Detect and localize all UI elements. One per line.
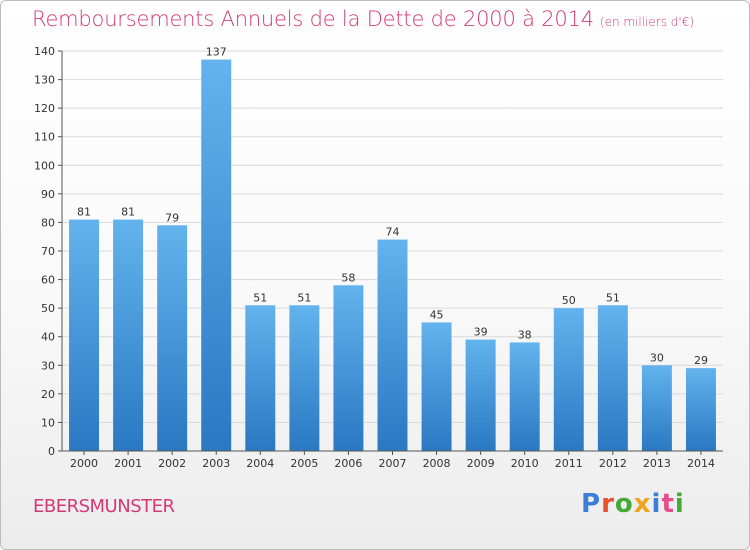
bar-2012 bbox=[597, 305, 628, 451]
x-tick-label-2008: 2008 bbox=[423, 457, 451, 470]
data-label-2000: 81 bbox=[77, 206, 91, 219]
data-label-2014: 29 bbox=[694, 354, 708, 367]
y-tick-label: 140 bbox=[34, 45, 55, 58]
y-tick-label: 100 bbox=[34, 159, 55, 172]
y-tick-label: 30 bbox=[41, 359, 55, 372]
logo-letter: x bbox=[633, 489, 652, 519]
y-tick-label: 0 bbox=[48, 445, 55, 458]
axes: 0 10 20 30 40 50 60 70 80 90 100 110 120 130 140 2000 20… bbox=[34, 45, 723, 470]
x-tick-label-2000: 2000 bbox=[70, 457, 98, 470]
proxiti-logo[interactable]: Proxiti bbox=[581, 489, 685, 519]
data-label-2012: 51 bbox=[606, 291, 620, 304]
y-tick-label: 50 bbox=[41, 302, 55, 315]
x-tick-label-2014: 2014 bbox=[687, 457, 715, 470]
y-tick-label: 60 bbox=[41, 274, 55, 287]
logo-letter: o bbox=[614, 489, 634, 519]
data-label-2007: 74 bbox=[386, 226, 400, 239]
bar-2004 bbox=[245, 305, 276, 451]
data-label-2008: 45 bbox=[430, 308, 444, 321]
logo-letter: i bbox=[674, 489, 685, 519]
bar-2011 bbox=[553, 308, 584, 451]
bar-2000 bbox=[69, 219, 100, 451]
x-tick-label-2007: 2007 bbox=[379, 457, 407, 470]
bar-2006 bbox=[333, 285, 364, 451]
bar-2002 bbox=[157, 225, 188, 451]
y-tick-label: 110 bbox=[34, 131, 55, 144]
y-tick-label: 130 bbox=[34, 74, 55, 87]
y-tick-label: 10 bbox=[41, 416, 55, 429]
bar-2014 bbox=[685, 368, 716, 451]
x-tick-label-2004: 2004 bbox=[246, 457, 274, 470]
logo-letter: i bbox=[651, 489, 662, 519]
bar-2009 bbox=[465, 339, 496, 451]
bars: 81 81 79 137 51 51 58 74 45 39 38 50 51 30 29 bbox=[69, 46, 716, 451]
x-tick-label-2003: 2003 bbox=[202, 457, 230, 470]
data-label-2002: 79 bbox=[165, 211, 179, 224]
x-tick-label-2006: 2006 bbox=[334, 457, 362, 470]
bar-2013 bbox=[641, 365, 672, 451]
city-name: EBERSMUNSTER bbox=[33, 496, 175, 517]
bar-2005 bbox=[289, 305, 320, 451]
data-label-2004: 51 bbox=[253, 291, 267, 304]
title-text: Remboursements Annuels de la Dette de 20… bbox=[32, 7, 594, 31]
data-label-2003: 137 bbox=[206, 46, 227, 59]
data-label-2009: 39 bbox=[474, 326, 488, 339]
data-label-2006: 58 bbox=[341, 271, 355, 284]
x-tick-label-2009: 2009 bbox=[467, 457, 495, 470]
data-label-2010: 38 bbox=[518, 328, 532, 341]
chart-title: Remboursements Annuels de la Dette de 20… bbox=[32, 7, 694, 31]
x-tick-label-2002: 2002 bbox=[158, 457, 186, 470]
logo-letter: P bbox=[581, 489, 602, 519]
y-tick-label: 120 bbox=[34, 102, 55, 115]
x-tick-label-2012: 2012 bbox=[599, 457, 627, 470]
y-tick-label: 40 bbox=[41, 331, 55, 344]
data-label-2005: 51 bbox=[297, 291, 311, 304]
data-label-2013: 30 bbox=[650, 351, 664, 364]
x-tick-label-2005: 2005 bbox=[290, 457, 318, 470]
bar-2008 bbox=[421, 322, 452, 451]
logo-letter: t bbox=[661, 489, 675, 519]
y-tick-label: 90 bbox=[41, 188, 55, 201]
x-tick-label-2001: 2001 bbox=[114, 457, 142, 470]
bar-2003 bbox=[201, 59, 232, 451]
x-tick-label-2013: 2013 bbox=[643, 457, 671, 470]
y-tick-label: 70 bbox=[41, 245, 55, 258]
y-tick-label: 20 bbox=[41, 388, 55, 401]
unit-note: (en milliers d'€) bbox=[599, 15, 695, 29]
bar-2010 bbox=[509, 342, 540, 451]
data-label-2011: 50 bbox=[562, 294, 576, 307]
data-label-2001: 81 bbox=[121, 206, 135, 219]
y-tick-label: 80 bbox=[41, 216, 55, 229]
bar-2007 bbox=[377, 239, 408, 451]
logo-letter: r bbox=[601, 489, 615, 519]
bar-2001 bbox=[113, 219, 144, 451]
x-tick-label-2011: 2011 bbox=[555, 457, 583, 470]
x-tick-label-2010: 2010 bbox=[511, 457, 539, 470]
